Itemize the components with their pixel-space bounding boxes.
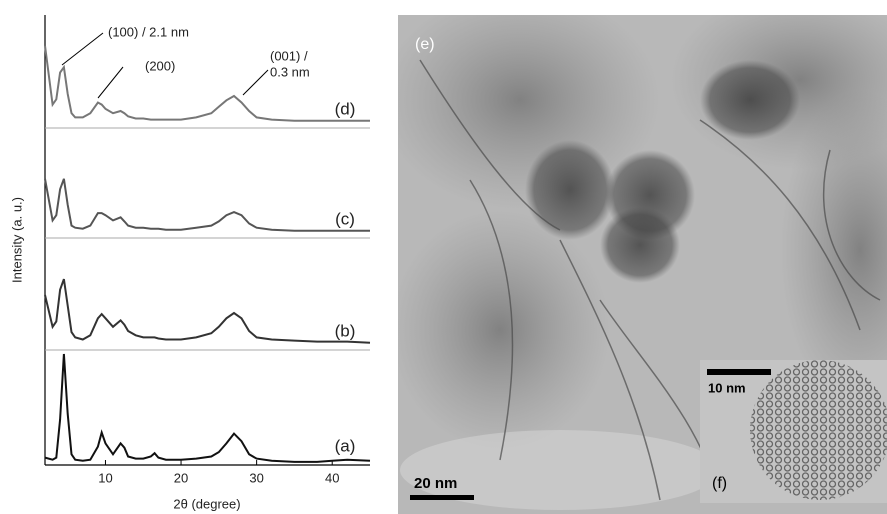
annotation: 0.3 nm: [270, 64, 310, 79]
annotation: (100) / 2.1 nm: [108, 24, 189, 39]
xrd-pattern: [44, 178, 370, 232]
xrd-pattern: [44, 278, 371, 344]
x-tick-label: 30: [249, 470, 263, 485]
y-axis-label: Intensity (a. u.): [9, 197, 24, 283]
series-label: (a): [335, 436, 356, 455]
series-label: (d): [335, 99, 356, 118]
xrd-pattern: [44, 45, 370, 122]
tem-image: [398, 15, 887, 514]
series-label: (b): [335, 321, 356, 340]
leader-line: [242, 69, 269, 96]
x-axis-label: 2θ (degree): [173, 496, 240, 511]
xrd-pattern: [44, 353, 371, 463]
scale-bar-label: 10 nm: [708, 380, 746, 395]
x-tick-label: 40: [325, 470, 339, 485]
annotation: (200): [145, 58, 175, 73]
x-tick-label: 20: [174, 470, 188, 485]
x-tick-label: 10: [98, 470, 112, 485]
leader-line: [61, 32, 104, 66]
series-label: (c): [335, 209, 355, 228]
panel-label: (f): [712, 475, 727, 492]
scale-bar-label: 20 nm: [414, 475, 457, 492]
leader-line: [97, 66, 124, 99]
annotation: (001) /: [270, 48, 308, 63]
panel-label: (e): [415, 36, 435, 53]
